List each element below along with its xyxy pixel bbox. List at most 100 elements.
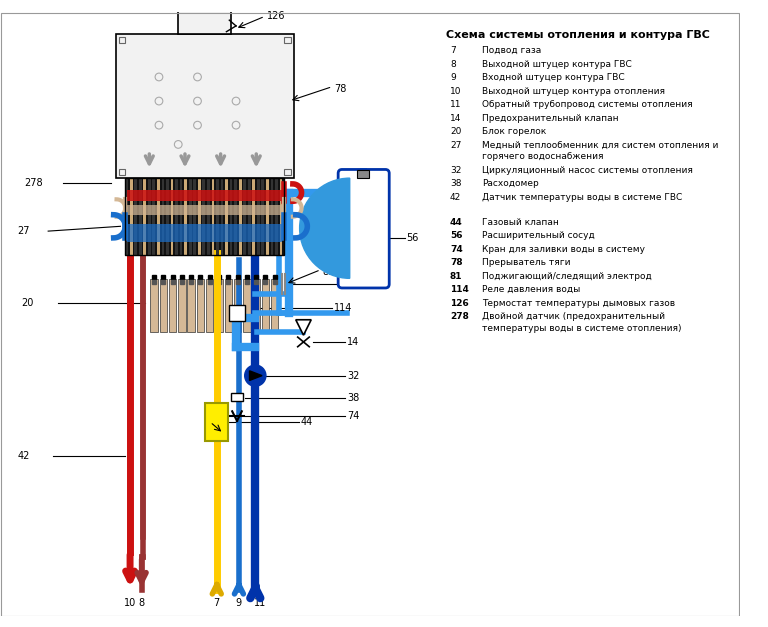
Text: 10: 10 xyxy=(124,598,136,608)
Bar xyxy=(224,279,232,332)
Text: Расширительный сосуд: Расширительный сосуд xyxy=(482,231,594,240)
Bar xyxy=(125,178,284,255)
Text: 38: 38 xyxy=(450,179,462,188)
Text: 27: 27 xyxy=(18,226,30,236)
Wedge shape xyxy=(300,178,349,278)
Text: 126: 126 xyxy=(266,11,286,21)
Bar xyxy=(205,403,228,441)
Text: 9: 9 xyxy=(236,598,242,608)
Text: 32: 32 xyxy=(450,166,462,174)
Bar xyxy=(170,178,174,255)
Bar xyxy=(284,169,291,175)
Text: Предохранительный клапан: Предохранительный клапан xyxy=(482,113,618,123)
Bar xyxy=(118,36,125,43)
Text: 44: 44 xyxy=(300,417,313,427)
Text: Выходной штуцер контура отопления: Выходной штуцер контура отопления xyxy=(482,87,665,95)
Bar xyxy=(243,178,246,255)
Bar xyxy=(198,178,200,255)
Bar xyxy=(139,178,141,255)
Bar xyxy=(261,178,264,255)
Polygon shape xyxy=(250,371,262,381)
Bar xyxy=(231,393,243,401)
Bar xyxy=(357,171,369,178)
Text: 42: 42 xyxy=(18,451,30,461)
Bar xyxy=(262,279,269,332)
Bar xyxy=(243,279,250,332)
Bar xyxy=(127,224,283,242)
Text: Входной штуцер контура ГВС: Входной штуцер контура ГВС xyxy=(482,73,624,82)
Bar xyxy=(216,178,219,255)
Bar xyxy=(284,36,291,43)
Bar xyxy=(130,178,133,255)
Text: 81: 81 xyxy=(323,266,335,277)
Bar xyxy=(118,169,125,175)
Bar xyxy=(116,34,294,178)
Text: 14: 14 xyxy=(450,113,462,123)
Text: 56: 56 xyxy=(450,231,462,240)
Bar xyxy=(206,279,214,332)
Text: 27: 27 xyxy=(450,140,462,150)
Bar xyxy=(271,279,279,332)
Text: 56: 56 xyxy=(406,233,419,243)
Text: горячего водоснабжения: горячего водоснабжения xyxy=(482,152,603,161)
Bar xyxy=(230,178,233,255)
Bar xyxy=(178,5,231,34)
Text: Поджигающий/следящий электрод: Поджигающий/следящий электрод xyxy=(482,271,651,281)
Bar xyxy=(187,279,195,332)
Bar xyxy=(166,178,169,255)
Bar xyxy=(134,178,137,255)
Bar xyxy=(144,178,146,255)
Bar xyxy=(234,178,237,255)
Bar xyxy=(220,178,223,255)
Bar xyxy=(270,178,273,255)
Text: Прерыватель тяги: Прерыватель тяги xyxy=(482,258,570,267)
Text: Схема системы отопления и контура ГВС: Схема системы отопления и контура ГВС xyxy=(446,29,710,40)
Bar xyxy=(203,178,205,255)
Text: 11: 11 xyxy=(254,598,266,608)
Bar xyxy=(194,178,196,255)
Bar xyxy=(225,178,228,255)
Text: 81: 81 xyxy=(339,279,352,289)
Bar xyxy=(148,178,151,255)
Bar xyxy=(153,178,155,255)
Text: Выходной штуцер контура ГВС: Выходной штуцер контура ГВС xyxy=(482,60,631,68)
Text: 74: 74 xyxy=(347,411,359,421)
Text: 42: 42 xyxy=(450,192,461,202)
Text: 11: 11 xyxy=(450,100,462,109)
Polygon shape xyxy=(296,320,311,335)
Bar xyxy=(160,279,167,332)
Bar xyxy=(275,178,278,255)
Text: 38: 38 xyxy=(347,393,359,403)
Bar xyxy=(234,279,241,332)
Text: 8: 8 xyxy=(450,60,455,68)
Bar xyxy=(253,279,260,332)
Text: Блок горелок: Блок горелок xyxy=(482,127,546,136)
Text: 114: 114 xyxy=(450,285,468,294)
Bar xyxy=(230,305,245,321)
Text: 9: 9 xyxy=(450,73,455,82)
Bar xyxy=(248,178,250,255)
Bar xyxy=(125,178,284,255)
Text: 78: 78 xyxy=(450,258,462,267)
Bar xyxy=(180,178,183,255)
Text: 81: 81 xyxy=(450,271,462,281)
Text: 10: 10 xyxy=(450,87,462,95)
Text: 20: 20 xyxy=(22,298,34,308)
Text: Реле давления воды: Реле давления воды xyxy=(482,285,580,294)
Text: 32: 32 xyxy=(347,371,359,381)
Text: Термостат температуры дымовых газов: Термостат температуры дымовых газов xyxy=(482,298,675,308)
Text: 278: 278 xyxy=(24,178,43,188)
Text: 114: 114 xyxy=(334,303,353,314)
Bar xyxy=(175,178,178,255)
Text: 14: 14 xyxy=(347,337,359,347)
Text: Циркуляционный насос системы отопления: Циркуляционный насос системы отопления xyxy=(482,166,693,174)
Text: 126: 126 xyxy=(450,298,468,308)
Bar xyxy=(127,190,283,201)
Bar xyxy=(127,205,283,214)
Bar xyxy=(253,178,255,255)
Bar xyxy=(266,178,269,255)
Bar xyxy=(169,279,176,332)
Circle shape xyxy=(245,365,266,386)
Text: 44: 44 xyxy=(450,218,462,226)
Text: 20: 20 xyxy=(450,127,462,136)
